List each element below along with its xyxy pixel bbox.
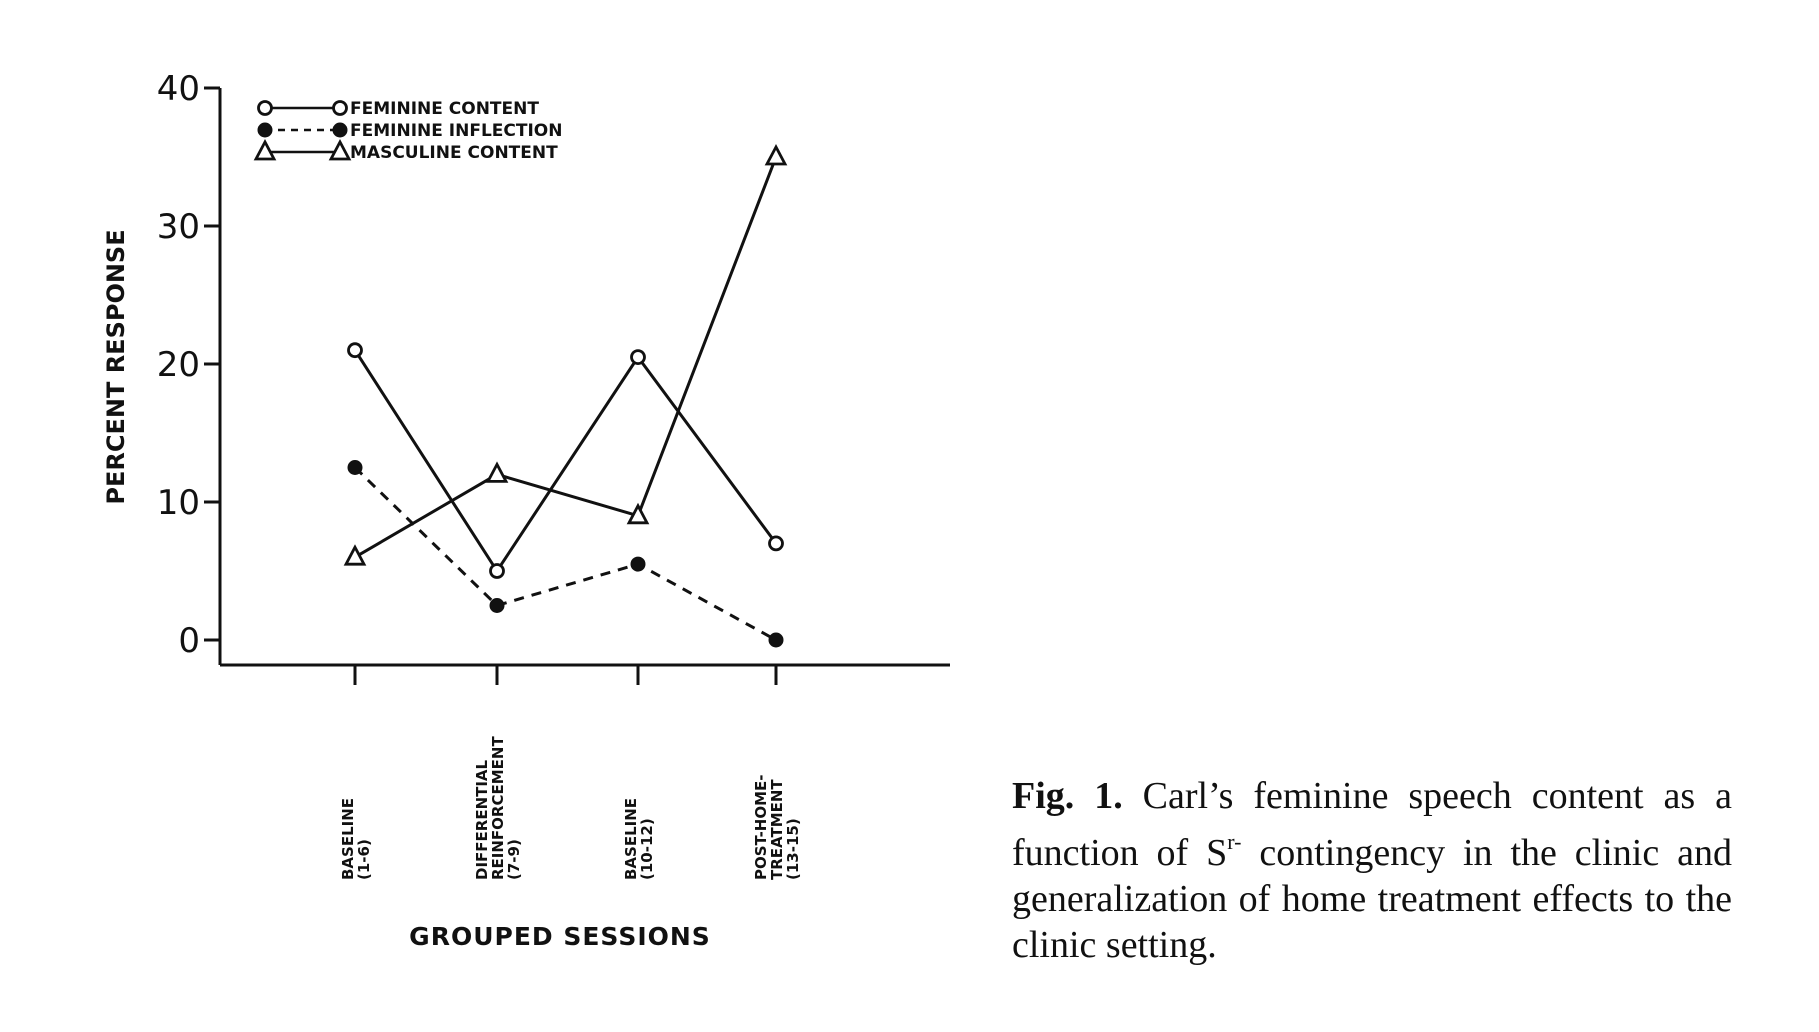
caption-text-before: Carl’s feminine speech content as a func…	[1012, 775, 1732, 874]
legend-marker	[257, 100, 273, 116]
feminine-inflection-line	[353, 466, 777, 642]
feminine-content-point	[768, 535, 784, 552]
y-tick-label: 10	[157, 483, 200, 523]
legend-label: FEMININE INFLECTION	[350, 121, 562, 141]
masculine-content-point	[626, 502, 650, 525]
y-tick-label: 20	[157, 345, 200, 385]
feminine-inflection-point	[630, 556, 646, 572]
legend-marker	[332, 100, 348, 116]
feminine-inflection-point	[347, 460, 363, 475]
feminine-inflection-point	[489, 598, 505, 613]
masculine-content-point	[764, 144, 788, 166]
x-tick-label: (7-9)	[505, 839, 523, 880]
x-tick-label: DIFFERENTIAL	[473, 759, 491, 880]
caption-superscript: r-	[1227, 829, 1242, 854]
x-tick-label: BASELINE	[339, 798, 357, 880]
x-tick-label: TREATMENT	[768, 779, 786, 880]
feminine-content-point	[489, 563, 505, 579]
legend-marker	[253, 139, 277, 161]
legend-label: FEMININE CONTENT	[350, 99, 539, 119]
masculine-content-point	[343, 544, 367, 566]
feminine-content-point	[630, 349, 646, 366]
x-tick-label: BASELINE	[622, 798, 640, 880]
series-lines	[353, 156, 778, 642]
figure-caption: Fig. 1. Carl’s feminine speech content a…	[1012, 773, 1732, 968]
feminine-content-line	[353, 349, 778, 574]
y-tick-label: 30	[157, 207, 200, 247]
caption-label: Fig. 1.	[1012, 775, 1123, 817]
y-tick-label: 0	[178, 621, 200, 661]
series-markers	[343, 144, 788, 648]
masculine-content-line	[354, 156, 778, 559]
feminine-content-point	[347, 342, 363, 359]
y-tick-label: 40	[157, 69, 200, 109]
legend-marker	[328, 139, 352, 161]
legend-marker	[257, 122, 273, 138]
x-tick-label: (10-12)	[638, 818, 656, 880]
x-tick-label: (13-15)	[784, 818, 802, 880]
masculine-content-point	[485, 461, 509, 483]
legend-marker	[332, 122, 348, 138]
x-tick-label: REINFORCEMENT	[489, 736, 507, 880]
x-tick-label: (1-6)	[355, 839, 373, 880]
y-axis-label: PERCENT RESPONSE	[102, 229, 130, 504]
feminine-inflection-point	[768, 632, 784, 648]
caption-text-after: contingency in the clinic and generaliza…	[1012, 832, 1732, 966]
x-tick-label: POST-HOME-	[752, 774, 770, 880]
legend-label: MASCULINE CONTENT	[350, 143, 558, 163]
x-axis-label: GROUPED SESSIONS	[409, 922, 711, 951]
